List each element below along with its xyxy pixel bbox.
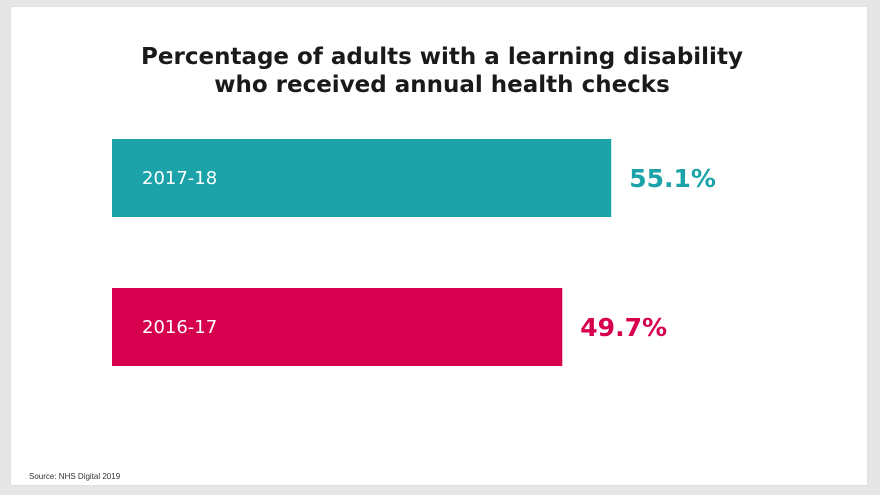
value-label-2016-17: 49.7%: [580, 313, 667, 342]
chart-title-line-1: Percentage of adults with a learning dis…: [141, 44, 743, 70]
chart-card: Percentage of adults with a learning dis…: [10, 6, 868, 486]
bar-chart: Percentage of adults with a learning dis…: [29, 44, 743, 481]
bar-2017-18: [112, 139, 612, 217]
value-label-2017-18: 55.1%: [629, 164, 716, 193]
category-label-2017-18: 2017-18: [142, 168, 217, 189]
bar-2016-17: [112, 288, 563, 366]
chart-title-line-2: who received annual health checks: [214, 72, 670, 98]
bars-group: 2017-18 55.1% 2016-17 49.7%: [112, 139, 716, 366]
source-note: Source: NHS Digital 2019: [29, 472, 121, 481]
category-label-2016-17: 2016-17: [142, 317, 217, 338]
